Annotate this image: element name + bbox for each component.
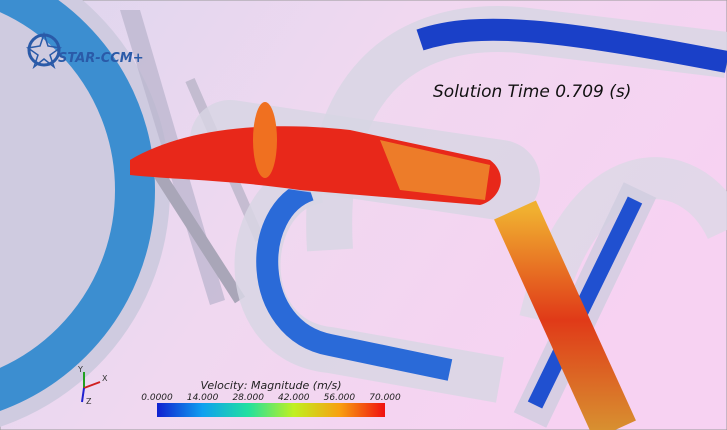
page: STAR-CCM+ Solution Time 0.709 (s) Y X Z …	[0, 0, 727, 430]
colorbar-tick-label: 70.000	[369, 393, 401, 403]
colorbar-tick-label: 28.000	[232, 393, 264, 403]
colorbar	[157, 403, 385, 417]
logo-text: STAR-CCM+	[58, 51, 144, 66]
axis-label: X	[102, 374, 108, 383]
colorbar-tick-label: 0.0000	[141, 393, 173, 403]
axis-label: Y	[77, 365, 83, 374]
legend-title: Velocity: Magnitude (m/s)	[200, 379, 341, 392]
colorbar-tick-label: 42.000	[278, 393, 310, 403]
flange	[253, 102, 277, 178]
simulation-view: STAR-CCM+ Solution Time 0.709 (s) Y X Z …	[0, 0, 727, 430]
colorbar-tick-label: 56.000	[324, 393, 356, 403]
solution-time: Solution Time 0.709 (s)	[433, 82, 631, 102]
axis-label: Z	[86, 397, 92, 406]
colorbar-tick-label: 14.000	[187, 393, 219, 403]
